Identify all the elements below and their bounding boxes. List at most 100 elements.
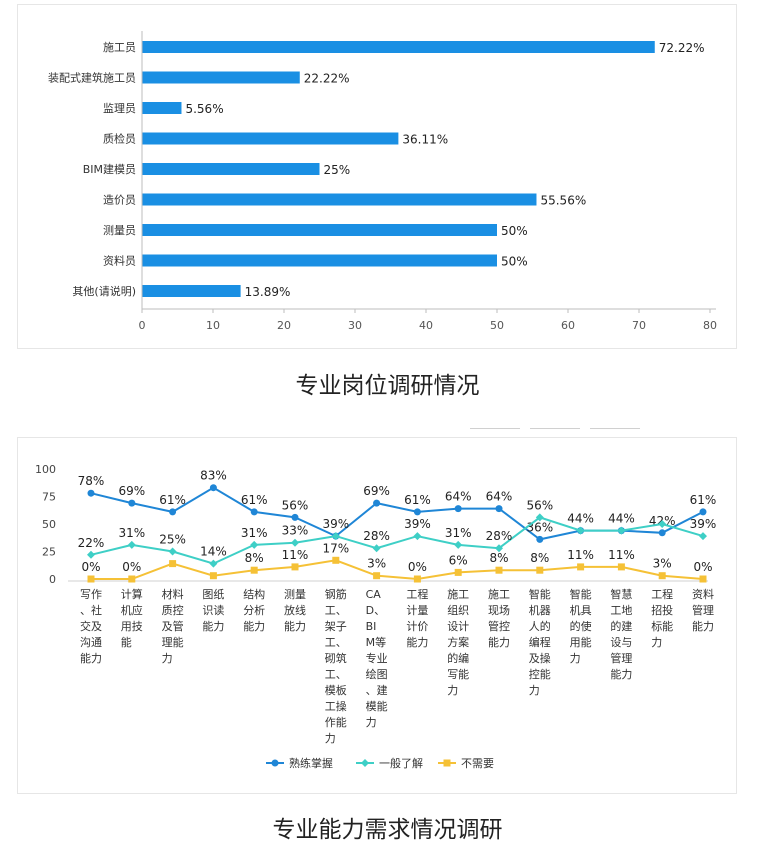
y-tick-label: 0 (49, 573, 56, 586)
series-point (413, 532, 422, 541)
series-point (250, 508, 258, 516)
category-label: 施工组织设计方案的编写能力 (447, 588, 469, 697)
series-data-label: 33% (282, 524, 309, 538)
bar-data-label: 13.89% (245, 285, 291, 299)
x-tick-label: 10 (206, 319, 220, 332)
series-point (699, 532, 707, 541)
series-line-2 (90, 516, 704, 565)
series-point (699, 508, 707, 516)
series-data-label: 28% (363, 529, 390, 543)
y-tick-label: 50 (42, 518, 56, 531)
series-data-label: 69% (118, 484, 145, 498)
category-label: 写作、社交及沟通能力 (80, 588, 102, 665)
y-tick-label: 25 (42, 546, 56, 559)
series-point (699, 575, 707, 583)
series-data-label: 11% (282, 548, 309, 562)
series-data-label: 61% (404, 493, 431, 507)
bar-data-label: 25% (324, 163, 351, 177)
bar (142, 41, 655, 53)
separator-line (590, 428, 640, 429)
series-point (413, 508, 421, 516)
series-data-label: 83% (200, 469, 227, 483)
series-data-label: 11% (608, 548, 635, 562)
series-point (127, 540, 136, 549)
series-data-label: 56% (282, 498, 309, 512)
series-data-label: 25% (159, 533, 186, 547)
x-tick-label: 40 (419, 319, 433, 332)
series-point (209, 484, 217, 492)
bar-category-label: 质检员 (103, 132, 136, 146)
series-point (454, 540, 463, 549)
category-label: 智慧工地的建设与管理能力 (610, 587, 632, 681)
bar-category-label: 监理员 (103, 102, 136, 115)
series-point (372, 544, 381, 553)
bar (142, 132, 399, 145)
series-data-label: 78% (78, 474, 105, 488)
series-data-label: 3% (653, 557, 672, 571)
bar (142, 163, 320, 175)
series-point (209, 572, 217, 580)
series-point (658, 572, 666, 580)
x-tick-label: 60 (561, 319, 575, 332)
job-survey-bar-chart: 施工员 72.22% 装配式建筑施工员 22.22% 监理员 5.56% 质检员 36.11%… (48, 31, 717, 332)
bar (142, 193, 537, 206)
series-point (168, 547, 177, 556)
category-label: 资料管理能力 (692, 587, 714, 633)
category-label: 工程计量计价能力 (406, 588, 428, 649)
bar-data-label: 50% (501, 255, 528, 269)
series-data-label: 22% (78, 536, 105, 550)
bar-category-label: 资料员 (103, 254, 136, 268)
job-survey-chart-panel: 施工员 72.22% 装配式建筑施工员 22.22% 监理员 5.56% 质检员 36.11%… (17, 4, 737, 349)
series-point (413, 575, 421, 583)
category-label: 材料质控及管理能力 (162, 587, 184, 665)
series-data-label: 6% (449, 553, 468, 567)
category-label: 计算机应用技能 (121, 587, 143, 649)
series-point (617, 526, 626, 535)
series-data-label: 0% (408, 560, 427, 574)
series-point (535, 513, 544, 522)
series-point (454, 568, 462, 576)
series-data-label: 3% (367, 557, 386, 571)
bar-category-label: 造价员 (103, 193, 136, 207)
bar-data-label: 5.56% (185, 102, 223, 116)
ability-survey-caption: 专业能力需求情况调研 (272, 817, 503, 843)
bar-category-label: 施工员 (103, 41, 136, 54)
series-data-label: 39% (690, 517, 717, 531)
legend-marker (271, 759, 279, 767)
series-point (373, 499, 381, 507)
series-point (291, 538, 299, 547)
bar (142, 224, 497, 236)
category-label: 智能机器人的编程及操控能力 (529, 587, 551, 697)
series-point (658, 520, 667, 528)
series-data-label: 39% (322, 517, 349, 531)
series-data-label: 31% (118, 526, 145, 540)
series-data-label: 0% (122, 560, 141, 574)
legend-label: 熟练掌握 (289, 756, 333, 770)
series-point (577, 563, 585, 571)
series-data-label: 8% (530, 551, 549, 565)
series-data-label: 61% (241, 493, 268, 507)
category-label: 施工现场管控能力 (488, 588, 510, 649)
series-line-3 (91, 559, 704, 581)
category-label: 钢筋工、架子工、砌筑工、模板工操作能力 (325, 587, 347, 745)
series-point (291, 513, 299, 521)
series-point (495, 505, 503, 513)
series-point (209, 559, 218, 568)
separator-line (470, 428, 520, 429)
series-point (128, 575, 136, 583)
category-label: 结构分析能力 (243, 587, 265, 633)
category-label: 工程招投标能力 (651, 588, 673, 649)
series-data-label: 61% (690, 493, 717, 507)
series-point (291, 563, 299, 571)
x-tick-label: 70 (632, 319, 646, 332)
bar-category-label: 测量员 (103, 224, 136, 237)
x-tick-label: 30 (348, 319, 362, 332)
bar-data-label: 72.22% (659, 41, 705, 55)
series-data-label: 64% (486, 490, 513, 504)
category-label: CA D、 BI M等专业绘图、建模能力 (366, 588, 388, 729)
category-label: 智能机具的使用能力 (570, 587, 592, 665)
series-data-label: 69% (363, 484, 390, 498)
series-data-label: 28% (486, 529, 513, 543)
series-data-label: 31% (445, 526, 472, 540)
legend-marker (361, 759, 369, 767)
